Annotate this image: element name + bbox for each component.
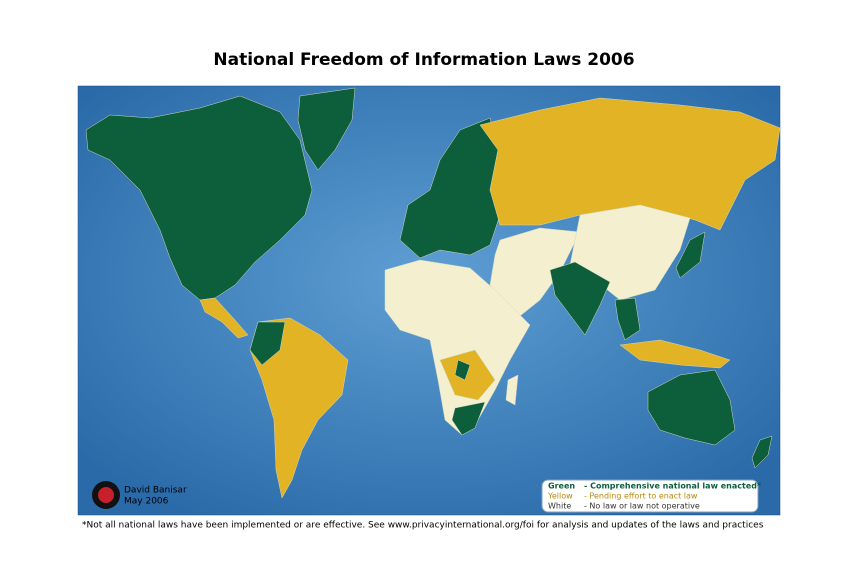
japan [675, 231, 706, 279]
legend: Green - Comprehensive national law enacte… [547, 482, 762, 511]
colombia-peru [249, 321, 286, 366]
madagascar [505, 374, 519, 406]
south-africa [451, 401, 486, 436]
footnote: *Not all national laws have been impleme… [82, 521, 764, 531]
india [549, 261, 611, 336]
central-america [199, 297, 249, 339]
new-zealand [751, 435, 773, 469]
indonesia [619, 339, 731, 369]
thailand [614, 297, 641, 341]
legend-key: Green [548, 482, 575, 491]
southern-africa [439, 349, 496, 401]
angola [454, 359, 471, 381]
legend-description: - Pending effort to enact law [584, 492, 698, 501]
south-america [249, 317, 349, 499]
greenland [297, 87, 356, 171]
credit-date: May 2006 [124, 497, 169, 507]
north-america [85, 95, 313, 301]
land [85, 87, 781, 499]
australia [647, 369, 736, 446]
map: David Banisar May 2006 Green - Comprehens… [77, 85, 781, 516]
middle-east [489, 227, 581, 321]
legend-box [541, 479, 759, 513]
logo-inner [98, 487, 114, 503]
russia [479, 97, 781, 231]
legend-description: - Comprehensive national law enacted* [584, 482, 762, 491]
legend-description: - No law or law not operative [584, 502, 700, 511]
credit-author: David Banisar [124, 486, 187, 496]
legend-key: White [548, 502, 571, 511]
legend-key: Yellow [547, 492, 573, 501]
title: National Freedom of Information Laws 200… [213, 50, 634, 70]
